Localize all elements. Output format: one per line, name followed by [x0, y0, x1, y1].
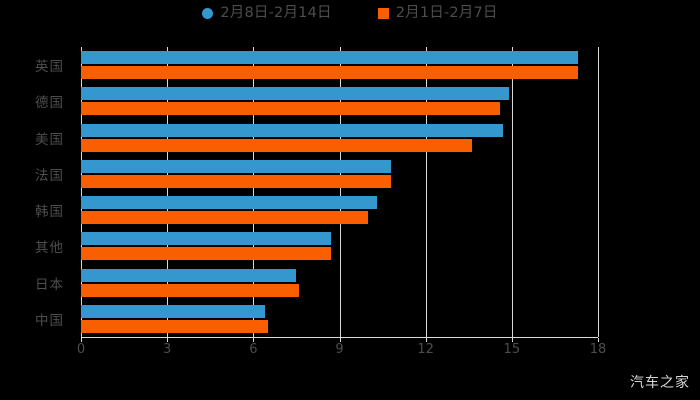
bar[interactable]	[81, 211, 369, 225]
bar-groups	[81, 47, 598, 337]
legend-label-series-1: 2月8日-2月14日	[220, 5, 332, 21]
y-axis-tick-label: 美国	[35, 131, 64, 148]
x-axis-tick-label: 12	[417, 342, 434, 357]
bar[interactable]	[81, 319, 268, 333]
bar-group	[81, 265, 598, 301]
bar[interactable]	[81, 159, 392, 173]
x-axis-tick-label: 18	[589, 342, 607, 357]
gridline	[253, 47, 255, 337]
bar[interactable]	[81, 283, 300, 297]
gridlines	[81, 47, 599, 337]
y-axis-line	[81, 47, 82, 337]
y-axis-tick-label: 日本	[35, 276, 64, 293]
y-axis-category-labels: 英国德国美国法国韩国其他日本中国	[0, 47, 74, 337]
x-axis-line	[81, 337, 598, 338]
bar[interactable]	[81, 196, 377, 210]
bar-group	[81, 228, 598, 264]
x-axis-ticks: 0 3 6 9 12 15 18	[77, 338, 606, 358]
bar[interactable]	[81, 247, 331, 261]
bar[interactable]	[81, 102, 501, 116]
legend-label-series-2: 2月1日-2月7日	[395, 5, 498, 21]
y-axis-tick-label: 中国	[35, 312, 64, 329]
x-axis-tick-mark	[81, 338, 82, 342]
legend-item-series-2[interactable]: 2月1日-2月7日	[377, 5, 498, 21]
x-axis-tick-label: 3	[163, 342, 172, 357]
y-axis-tick-label: 法国	[35, 167, 64, 184]
bar[interactable]	[81, 87, 509, 101]
x-axis-tick-mark	[598, 338, 599, 342]
bar-group	[81, 301, 598, 337]
bar-group	[81, 192, 598, 228]
gridline	[339, 47, 341, 337]
bar-group	[81, 120, 598, 156]
legend-item-series-1[interactable]: 2月8日-2月14日	[202, 5, 332, 21]
bar[interactable]	[81, 232, 331, 246]
y-axis-tick-label: 德国	[35, 95, 64, 112]
gridline	[425, 47, 427, 337]
bar[interactable]	[81, 66, 578, 80]
bar-group	[81, 47, 598, 83]
bar[interactable]	[81, 304, 265, 318]
bar[interactable]	[81, 268, 297, 282]
gridline	[598, 47, 599, 337]
x-axis-tick-mark	[425, 338, 427, 342]
gridline	[167, 47, 169, 337]
x-axis-tick-mark	[253, 338, 255, 342]
x-axis-tick-label: 9	[335, 342, 344, 357]
bar[interactable]	[81, 51, 578, 65]
plot-area	[81, 47, 599, 337]
y-axis-tick-label: 韩国	[35, 204, 64, 221]
gridline	[511, 47, 513, 337]
y-axis-tick-label: 英国	[35, 59, 64, 76]
x-axis-tick-label: 0	[76, 342, 86, 357]
bar[interactable]	[81, 123, 504, 137]
circle-marker-icon	[202, 7, 214, 19]
x-axis-tick-mark	[511, 338, 513, 342]
chart-legend: 2月8日-2月14日 2月1日-2月7日	[0, 6, 700, 21]
square-marker-icon	[377, 7, 389, 19]
bar-group	[81, 83, 598, 119]
watermark: 汽车之家	[630, 375, 690, 391]
bar[interactable]	[81, 174, 392, 188]
bar-group	[81, 156, 598, 192]
x-axis-tick-label: 6	[249, 342, 258, 357]
bar[interactable]	[81, 138, 472, 152]
y-axis-tick-label: 其他	[35, 240, 64, 257]
x-axis-tick-mark	[167, 338, 169, 342]
x-axis-tick-label: 15	[503, 342, 521, 357]
x-axis-tick-mark	[339, 338, 341, 342]
